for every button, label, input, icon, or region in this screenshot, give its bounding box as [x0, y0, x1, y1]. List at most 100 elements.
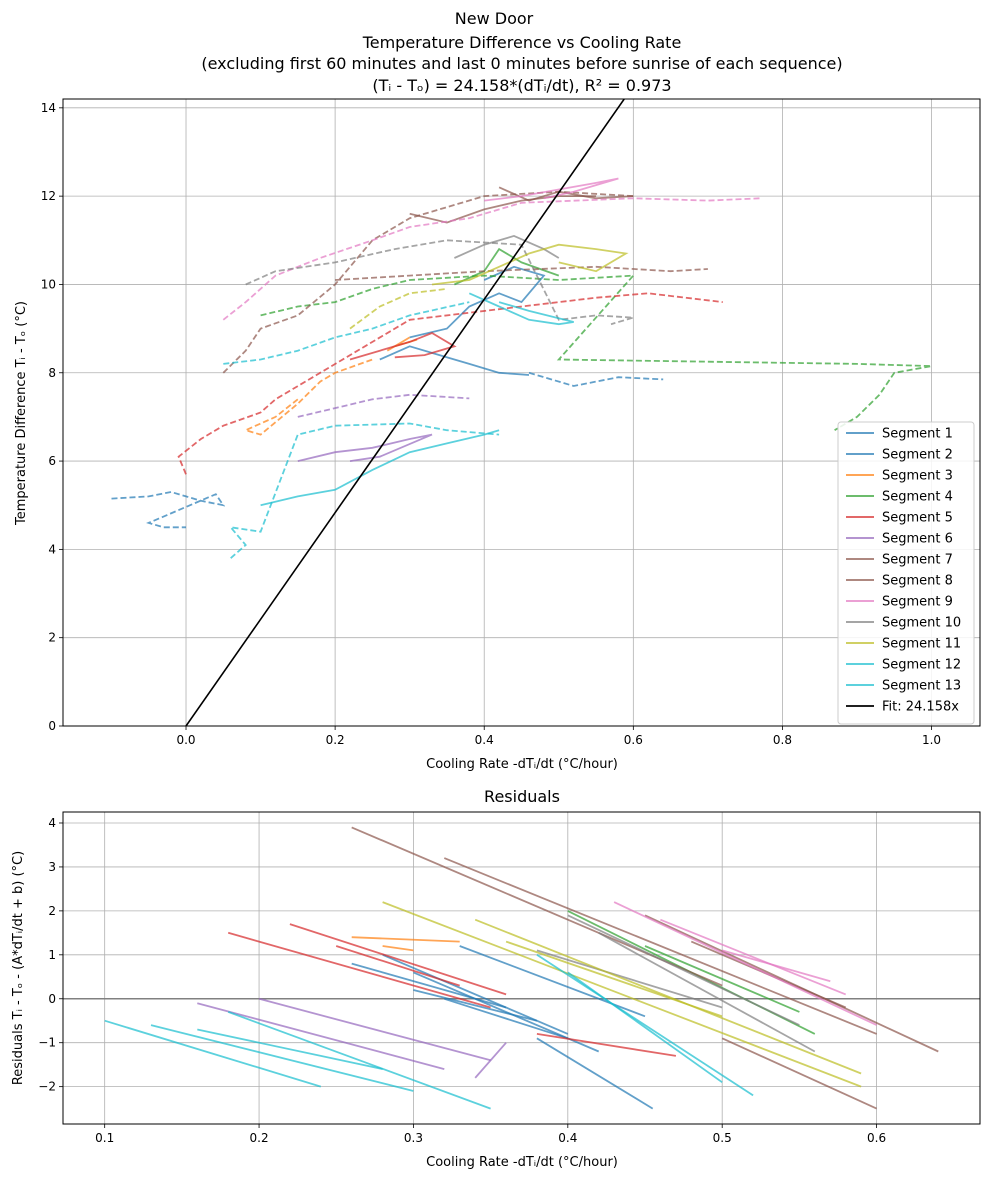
top-title-line-2: (excluding first 60 minutes and last 0 m…: [201, 54, 842, 73]
top-x-ticks: 0.0 0.2 0.4 0.6 0.8 1.0: [176, 726, 941, 747]
legend-label: Segment 10: [882, 616, 961, 631]
segment-11-line: [431, 243, 629, 286]
bottom-x-ticks: 0.1 0.2 0.3 0.4 0.5 0.6: [95, 1124, 886, 1145]
segment-6-residual-line: [197, 1002, 445, 1070]
y-tick-label: 0: [48, 719, 56, 733]
segment-10-line: [454, 234, 560, 259]
y-tick-label: 10: [41, 277, 56, 291]
segment-13-residual-line: [227, 1011, 491, 1110]
y-tick-label: 6: [48, 454, 56, 468]
x-tick-label: 0.4: [475, 733, 494, 747]
segment-4-dashed-line: [260, 274, 932, 431]
x-tick-label: 0.0: [176, 733, 195, 747]
segment-10-residual-line: [536, 949, 723, 1009]
segment-7-residual-line: [443, 857, 877, 1035]
segment-5-dashed-line: [177, 292, 723, 475]
x-tick-label: 0.2: [326, 733, 345, 747]
legend-label: Segment 12: [882, 658, 961, 673]
segment-6-residual-line: [258, 997, 491, 1062]
segment-13-dashed-line: [228, 422, 500, 559]
segment-9-dashed-line: [222, 197, 761, 321]
y-tick-label: 4: [48, 816, 56, 830]
bottom-x-axis-label: Cooling Rate -dTᵢ/dt (°C/hour): [426, 1155, 618, 1170]
legend: Segment 1 Segment 2 Segment 3 Segment 4 Segm…: [837, 421, 975, 725]
top-axes-frame: [62, 98, 981, 727]
segment-1-residual-line: [536, 1037, 654, 1110]
bottom-grid: [63, 812, 980, 1124]
y-tick-label: 8: [48, 366, 56, 380]
segment-6-line: [297, 433, 433, 462]
segment-2-line: [409, 265, 546, 339]
legend-label: Segment 9: [882, 595, 953, 610]
segment-9-residual-line: [613, 901, 877, 1026]
y-tick-label: 2: [48, 631, 56, 645]
segment-1-line: [379, 345, 530, 376]
y-tick-label: 2: [48, 904, 56, 918]
segment-11-dashed-line: [349, 288, 448, 330]
top-title-line-1: Temperature Difference vs Cooling Rate: [362, 33, 682, 52]
bottom-title: Residuals: [484, 787, 560, 806]
segment-6-residual-line: [474, 1042, 507, 1079]
residuals-plot: Residuals 0.1 0.2 0.3 0.4 0.5 0.6 −2 −1 0 1 2 3 4 C…: [11, 787, 981, 1170]
segment-13-residual-line: [104, 1019, 322, 1088]
legend-label: Segment 8: [882, 574, 953, 589]
legend-label: Segment 5: [882, 511, 953, 526]
legend-label: Segment 13: [882, 679, 961, 694]
legend-box: [837, 421, 975, 725]
legend-label: Segment 3: [882, 469, 953, 484]
segment-9-residual-line: [660, 918, 847, 996]
x-tick-label: 0.3: [404, 1131, 423, 1145]
y-tick-label: −2: [38, 1080, 56, 1094]
y-tick-label: 12: [41, 189, 56, 203]
bottom-y-ticks: −2 −1 0 1 2 3 4: [38, 816, 63, 1094]
segment-13-line: [260, 429, 500, 507]
segment-1-dashed-line: [111, 491, 226, 529]
segment-1-residual-line: [351, 962, 507, 1009]
x-tick-label: 0.5: [713, 1131, 732, 1145]
x-tick-label: 0.8: [773, 733, 792, 747]
segment-4-line: [454, 247, 560, 286]
legend-label: Segment 6: [882, 532, 953, 547]
top-plot-area: [111, 99, 932, 726]
x-tick-label: 0.6: [624, 733, 643, 747]
legend-label: Segment 7: [882, 553, 953, 568]
legend-label: Segment 4: [882, 490, 953, 505]
bottom-y-axis-label: Residuals Tᵢ - Tₒ - (A*dTᵢ/dt + b) (°C): [11, 851, 26, 1085]
segment-5-residual-line: [335, 945, 460, 987]
x-tick-label: 0.6: [867, 1131, 886, 1145]
segment-9-line: [484, 177, 619, 202]
segment-7-line: [409, 195, 597, 224]
x-tick-label: 0.2: [250, 1131, 269, 1145]
segment-3-residual-line: [382, 945, 414, 952]
scatter-plot-top: Temperature Difference vs Cooling Rate (…: [14, 33, 981, 772]
segment-12-line: [468, 292, 574, 326]
segment-12-residual-line: [536, 954, 754, 1097]
segment-7-residual-line: [721, 1037, 877, 1110]
segment-3-dashed-line: [243, 358, 373, 436]
segment-6-dashed-line: [297, 393, 470, 418]
legend-label-fit: Fit: 24.158x: [882, 700, 959, 715]
fit-line: [185, 99, 626, 726]
x-tick-label: 0.4: [558, 1131, 577, 1145]
y-tick-label: 14: [41, 101, 56, 115]
figure-suptitle: New Door: [455, 9, 534, 28]
segment-2-residual-line: [413, 989, 538, 1022]
segment-4-residual-line: [644, 945, 800, 1013]
segment-5-residual-line: [227, 931, 491, 1009]
segment-12-dashed-line: [223, 301, 470, 365]
segment-13-residual-line: [150, 1024, 414, 1092]
top-title-line-3: (Tᵢ - Tₒ) = 24.158*(dTᵢ/dt), R² = 0.973: [372, 76, 671, 95]
segment-7-dashed-line: [222, 190, 634, 374]
segment-11-residual-line: [505, 940, 723, 1018]
segment-5-residual-line: [536, 1033, 677, 1057]
segment-1-residual-line: [382, 953, 569, 1035]
segment-9-residual-line: [721, 949, 831, 983]
segment-10-dashed-line: [245, 239, 634, 326]
segment-8-residual-line: [644, 914, 939, 1053]
bottom-axes-frame: [62, 811, 981, 1125]
y-tick-label: 3: [48, 860, 56, 874]
legend-label: Segment 2: [882, 448, 953, 463]
segment-11-residual-line: [382, 901, 862, 1088]
segment-11-residual-line: [474, 918, 862, 1075]
